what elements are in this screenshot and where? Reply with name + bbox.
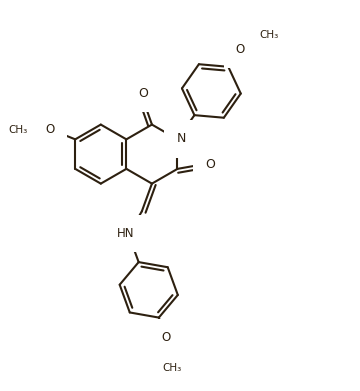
Text: CH₃: CH₃ bbox=[162, 363, 181, 373]
Text: O: O bbox=[206, 158, 215, 171]
Text: HN: HN bbox=[117, 227, 134, 240]
Text: CH₃: CH₃ bbox=[8, 126, 27, 136]
Text: O: O bbox=[138, 86, 148, 99]
Text: O: O bbox=[235, 43, 245, 56]
Text: CH₃: CH₃ bbox=[259, 30, 278, 40]
Text: O: O bbox=[46, 123, 55, 136]
Text: N: N bbox=[176, 132, 186, 145]
Text: O: O bbox=[161, 330, 171, 344]
